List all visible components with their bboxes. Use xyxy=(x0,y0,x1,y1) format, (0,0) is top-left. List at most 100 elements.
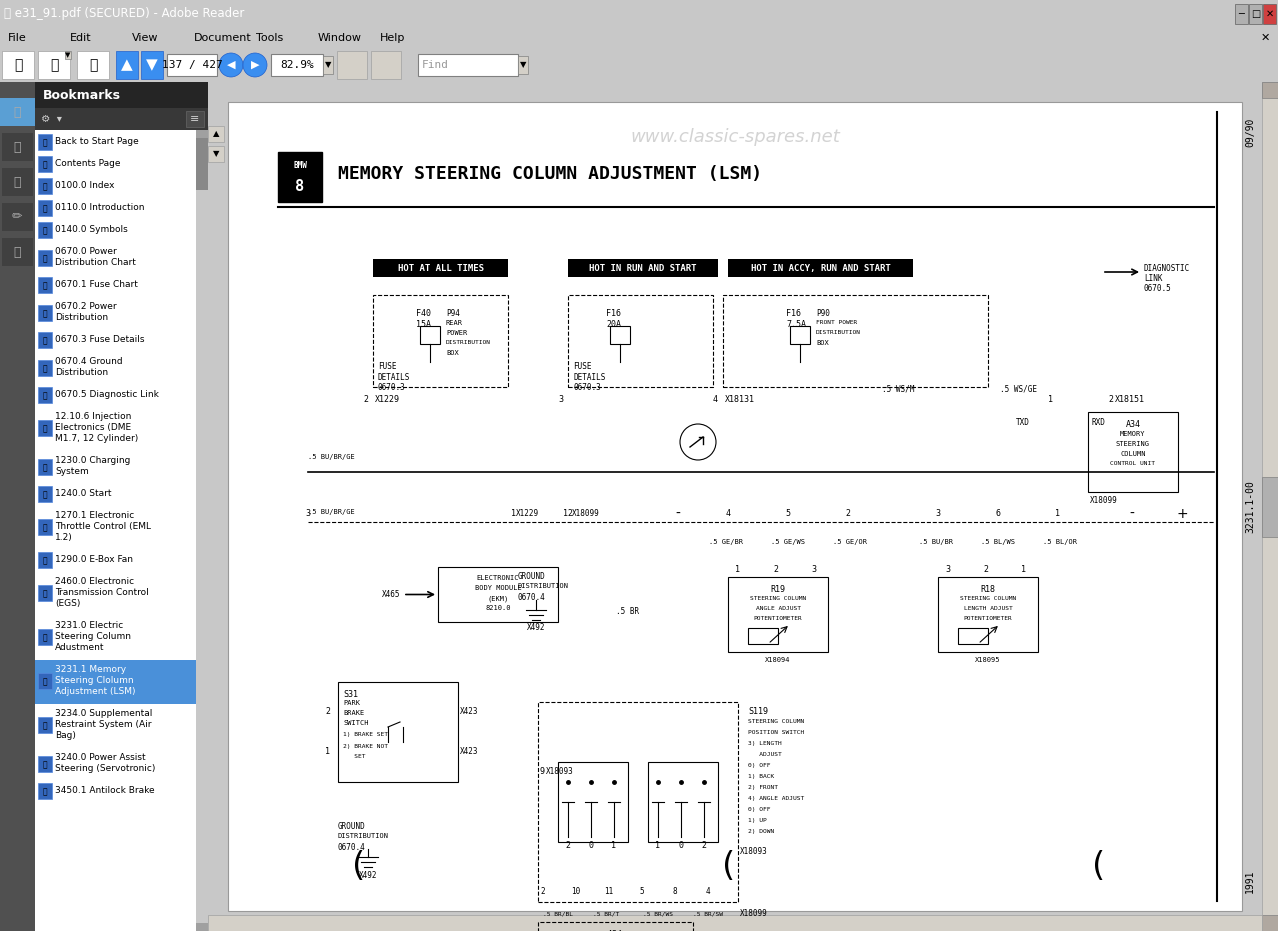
Text: 📄: 📄 xyxy=(42,491,47,500)
Text: X18099: X18099 xyxy=(740,910,768,919)
Text: 📄: 📄 xyxy=(42,557,47,565)
Text: 1) BACK: 1) BACK xyxy=(748,774,774,779)
Text: 5: 5 xyxy=(640,887,644,897)
Bar xyxy=(38,387,52,403)
Bar xyxy=(610,326,630,344)
Text: MEMORY: MEMORY xyxy=(1121,431,1146,437)
Text: 0670.4: 0670.4 xyxy=(337,843,366,852)
Bar xyxy=(35,275,196,297)
Text: 📄: 📄 xyxy=(13,141,20,154)
Text: 1: 1 xyxy=(611,841,616,849)
Text: .5 GE/OR: .5 GE/OR xyxy=(833,539,866,545)
Text: R18: R18 xyxy=(980,585,996,594)
Text: 0670.0 Power: 0670.0 Power xyxy=(55,247,116,256)
Text: 10: 10 xyxy=(571,887,580,897)
Bar xyxy=(116,51,138,79)
Bar xyxy=(35,130,196,931)
Text: X18094: X18094 xyxy=(766,657,791,663)
Text: .5 BR/BL: .5 BR/BL xyxy=(543,911,573,916)
Bar xyxy=(35,660,196,704)
Text: FUSE: FUSE xyxy=(573,362,592,371)
Text: 1991: 1991 xyxy=(1245,870,1255,893)
Text: Distribution Chart: Distribution Chart xyxy=(55,258,135,267)
Text: HOT IN ACCY, RUN AND START: HOT IN ACCY, RUN AND START xyxy=(750,263,891,273)
Bar xyxy=(420,326,440,344)
Text: X18095: X18095 xyxy=(975,657,1001,663)
Bar xyxy=(35,616,196,660)
Bar xyxy=(35,297,196,330)
Bar xyxy=(167,54,217,76)
Bar xyxy=(3,238,33,266)
Text: ✕: ✕ xyxy=(1265,9,1274,19)
Bar xyxy=(38,519,52,535)
Text: 1: 1 xyxy=(1021,564,1026,573)
Text: Restraint System (Air: Restraint System (Air xyxy=(55,720,152,729)
Bar xyxy=(371,51,401,79)
Text: 0670.5: 0670.5 xyxy=(1144,284,1172,293)
Text: 1: 1 xyxy=(1056,509,1061,519)
Text: 📄: 📄 xyxy=(42,633,47,642)
Text: Electronics (DME: Electronics (DME xyxy=(55,423,132,432)
Text: 2: 2 xyxy=(773,564,778,573)
Text: 0670.4: 0670.4 xyxy=(518,593,546,602)
Text: 🔴 e31_91.pdf (SECURED) - Adobe Reader: 🔴 e31_91.pdf (SECURED) - Adobe Reader xyxy=(4,7,244,20)
Text: .5 WS/M: .5 WS/M xyxy=(882,385,914,394)
Text: Adustment: Adustment xyxy=(55,643,105,652)
Text: 6: 6 xyxy=(996,509,1001,519)
Text: 5: 5 xyxy=(786,509,791,519)
Text: 🖨: 🖨 xyxy=(14,58,22,72)
Text: F16: F16 xyxy=(606,309,621,318)
Text: ▼: ▼ xyxy=(520,61,527,70)
Text: 7.5A: 7.5A xyxy=(786,320,806,329)
Text: P90: P90 xyxy=(815,309,829,318)
Text: POSITION SWITCH: POSITION SWITCH xyxy=(748,730,804,735)
Text: DETAILS: DETAILS xyxy=(378,373,410,382)
Text: 4: 4 xyxy=(726,509,731,519)
Text: 0110.0 Introduction: 0110.0 Introduction xyxy=(55,203,144,212)
Text: GROUND: GROUND xyxy=(337,822,366,831)
Text: TXD: TXD xyxy=(1016,417,1030,426)
Text: +: + xyxy=(1176,507,1187,521)
Text: 📄: 📄 xyxy=(42,254,47,263)
Text: 0) OFF: 0) OFF xyxy=(748,763,771,768)
Text: 8210.0: 8210.0 xyxy=(486,605,511,611)
Bar xyxy=(35,352,196,385)
Bar xyxy=(77,51,109,79)
Bar xyxy=(38,277,52,293)
Text: 2460.0 Electronic: 2460.0 Electronic xyxy=(55,577,134,586)
Text: (: ( xyxy=(1088,849,1108,883)
Text: 1.2): 1.2) xyxy=(55,533,73,542)
Text: POTENTIOMETER: POTENTIOMETER xyxy=(754,616,803,621)
Text: ▼: ▼ xyxy=(212,150,220,158)
Text: 📄: 📄 xyxy=(42,463,47,472)
Bar xyxy=(38,783,52,799)
Bar xyxy=(35,506,196,550)
Text: F40: F40 xyxy=(417,309,431,318)
Text: ELECTRONIC: ELECTRONIC xyxy=(477,575,519,581)
Text: 4) ANGLE ADJUST: 4) ANGLE ADJUST xyxy=(748,796,804,801)
Text: Distribution: Distribution xyxy=(55,368,109,377)
Text: 3231.1-00: 3231.1-00 xyxy=(1245,480,1255,533)
Text: X18093: X18093 xyxy=(546,767,574,776)
Text: 📄: 📄 xyxy=(42,226,47,236)
Text: 3450.1 Antilock Brake: 3450.1 Antilock Brake xyxy=(55,786,155,795)
Text: 1) UP: 1) UP xyxy=(748,818,767,823)
Bar xyxy=(3,203,33,231)
Bar xyxy=(35,242,196,275)
Text: .5 BR: .5 BR xyxy=(616,608,639,616)
Text: F16: F16 xyxy=(786,309,801,318)
Text: 📄: 📄 xyxy=(42,425,47,434)
Text: 15A: 15A xyxy=(417,320,431,329)
Text: 4: 4 xyxy=(713,395,718,403)
Bar xyxy=(1261,915,1278,931)
Bar xyxy=(790,326,810,344)
Text: P94: P94 xyxy=(446,309,460,318)
Text: R19: R19 xyxy=(771,585,786,594)
Text: 2) BRAKE NOT: 2) BRAKE NOT xyxy=(343,744,389,749)
Bar xyxy=(196,130,208,190)
Text: LINK: LINK xyxy=(1144,274,1163,283)
Text: 2: 2 xyxy=(363,395,368,403)
Bar xyxy=(567,295,713,387)
Circle shape xyxy=(219,53,243,77)
Text: Document: Document xyxy=(194,33,252,43)
